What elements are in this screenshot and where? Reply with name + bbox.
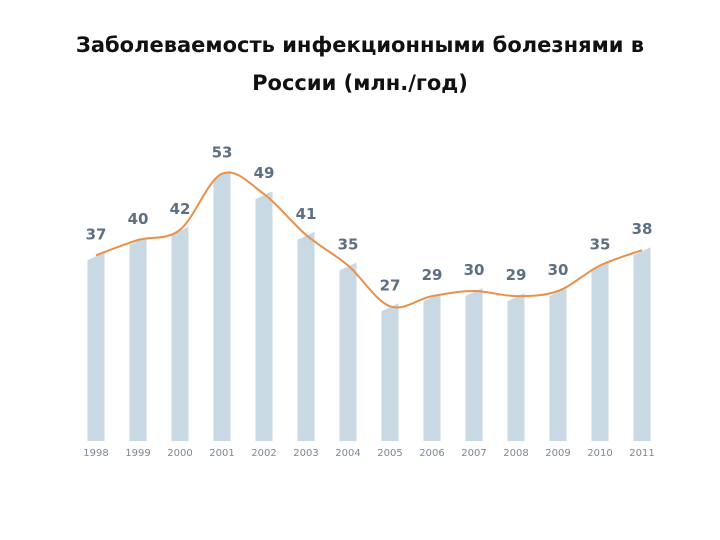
bar-2010 [591,262,609,441]
year-label-2011: 2011 [629,448,654,459]
bar-2003 [297,231,315,441]
bars-group [87,170,651,441]
value-label-2011: 38 [632,220,653,238]
year-label-2008: 2008 [503,448,528,459]
value-label-2003: 41 [296,205,317,223]
value-label-2010: 35 [590,236,611,254]
value-label-2008: 29 [506,266,527,284]
trend-line [95,171,643,309]
value-label-1998: 37 [86,225,107,243]
value-label-2004: 35 [338,236,359,254]
year-label-2007: 2007 [461,448,486,459]
year-label-1999: 1999 [125,448,150,459]
year-label-2006: 2006 [419,448,444,459]
year-label-2002: 2002 [251,448,276,459]
value-label-2001: 53 [212,144,233,162]
bar-2002 [255,191,273,441]
value-label-2007: 30 [464,261,485,279]
bar-2011 [633,247,651,441]
value-label-2002: 49 [254,164,275,182]
year-labels-group: 1998 1999 2000 2001 2002 2003 2004 2005 2006 2007… [83,448,654,459]
bar-2005 [381,303,399,441]
bar-2007 [465,288,483,441]
value-label-2000: 42 [170,200,191,218]
bar-2006 [423,293,441,441]
bar-1999 [129,237,147,441]
year-label-2004: 2004 [335,448,360,459]
value-label-2006: 29 [422,266,443,284]
year-label-2009: 2009 [545,448,570,459]
year-label-1998: 1998 [83,448,108,459]
value-label-1999: 40 [128,210,149,228]
year-label-2003: 2003 [293,448,318,459]
year-label-2001: 2001 [209,448,234,459]
value-label-2009: 30 [548,261,569,279]
value-labels-group: 37 40 42 53 49 41 35 27 29 30 29 30 35 38 [86,144,653,295]
bar-2008 [507,293,525,441]
bar-2004 [339,262,357,441]
bar-1998 [87,252,105,441]
year-label-2010: 2010 [587,448,612,459]
bar-2009 [549,288,567,441]
bar-2000 [171,226,189,441]
chart-title: Заболеваемость инфекционными болезнями в… [75,33,645,95]
year-label-2005: 2005 [377,448,402,459]
value-label-2005: 27 [380,276,401,294]
year-label-2000: 2000 [167,448,192,459]
bar-2001 [213,170,231,441]
